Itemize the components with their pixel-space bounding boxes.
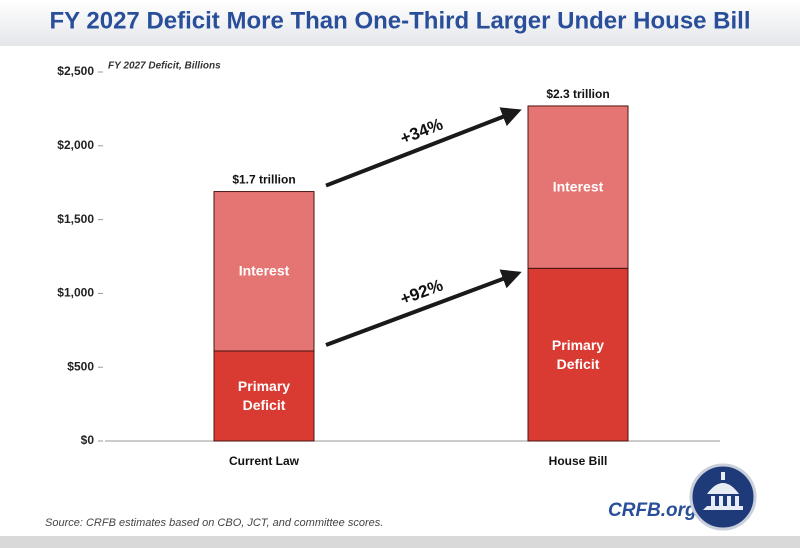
chart-title: FY 2027 Deficit More Than One-Third Larg… — [49, 7, 750, 34]
total-label: $2.3 trillion — [546, 87, 609, 101]
arrow — [325, 269, 522, 347]
y-tick-label: $500 — [67, 359, 94, 373]
brand: CRFB.org — [608, 500, 697, 521]
subtitle: FY 2027 Deficit, Billions — [108, 61, 221, 72]
segment-label: Primary Deficit — [551, 336, 605, 372]
bar-segment — [213, 191, 315, 352]
y-tick-label: $1,500 — [57, 212, 94, 226]
x-tick-label: Current Law — [229, 454, 300, 468]
logo-capitol — [703, 472, 743, 510]
bottom-strip — [0, 536, 800, 548]
x-tick-label: House Bill — [549, 454, 608, 468]
total-label: $1.7 trillion — [232, 173, 295, 187]
segment-label: Interest — [552, 178, 604, 195]
segment-label: Interest — [238, 262, 290, 279]
title-band — [0, 0, 800, 46]
y-tick-label: $2,500 — [57, 64, 94, 78]
y-tick-label: $0 — [81, 433, 95, 447]
segment-label: Primary Deficit — [237, 377, 291, 413]
y-tick-label: $2,000 — [57, 138, 94, 152]
y-tick-label: $1,000 — [57, 286, 94, 300]
bar-segment — [527, 105, 629, 269]
source: Source: CRFB estimates based on CBO, JCT… — [45, 517, 383, 529]
arrow — [325, 107, 522, 188]
